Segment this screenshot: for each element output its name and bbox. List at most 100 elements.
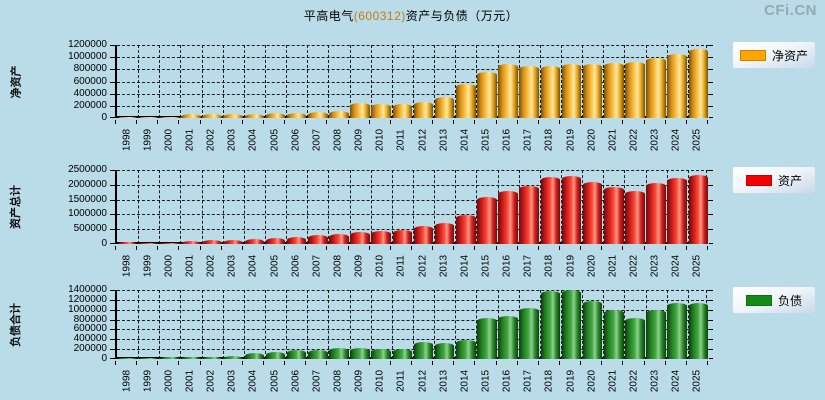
- gridline-vertical: [603, 170, 605, 244]
- y-tick-mark-right: [709, 243, 713, 244]
- x-tick-label: 2015: [480, 128, 492, 152]
- x-tick-label: 2013: [438, 128, 450, 152]
- x-tick-mark: [242, 361, 243, 365]
- x-tick-mark: [200, 361, 201, 365]
- x-tick-label: 2018: [543, 254, 555, 278]
- x-tick-mark: [411, 120, 412, 124]
- bar-2003: [223, 114, 244, 118]
- y-tick-label: 0: [101, 112, 107, 123]
- x-tick-label: 2006: [290, 369, 302, 393]
- x-tick-mark: [263, 361, 264, 365]
- gridline-vertical: [666, 290, 668, 359]
- gridline-vertical: [328, 290, 330, 359]
- bar-2004: [244, 353, 265, 359]
- net-assets-x-axis: 1998 1999 2000 2001 2002 2003 2004 2005 2006 2007…: [115, 120, 711, 158]
- total-liabilities-chart: 0 200000 400000 600000 800000 1000000 1200000 1…: [68, 285, 713, 364]
- x-tick-label: 2012: [417, 254, 429, 278]
- gridline-vertical: [624, 170, 626, 244]
- x-tick-label: 2007: [311, 254, 323, 278]
- x-tick-label: 2013: [438, 254, 450, 278]
- x-tick-label: 2018: [543, 128, 555, 152]
- x-tick-mark: [284, 246, 285, 250]
- gridline-vertical: [582, 290, 584, 359]
- bar-2012: [413, 342, 434, 359]
- x-tick-label: 2002: [205, 128, 217, 152]
- bar-2018: [540, 177, 561, 244]
- bar-2016: [498, 191, 518, 244]
- y-tick-mark-right: [709, 339, 713, 341]
- x-tick-mark: [326, 120, 327, 124]
- legend-swatch-total-liabilities: [745, 294, 772, 306]
- x-tick-mark: [115, 120, 116, 124]
- bar-2001: [181, 357, 201, 359]
- bar-2003: [223, 356, 244, 359]
- x-tick-mark: [263, 120, 264, 124]
- bar-2016: [498, 64, 518, 118]
- gridline-vertical: [518, 170, 520, 244]
- gridline-horizontal: [117, 93, 709, 95]
- x-tick-mark: [178, 361, 179, 365]
- x-tick-mark: [305, 246, 306, 250]
- bar-2000: [160, 357, 180, 359]
- y-tick-mark-right: [709, 117, 713, 118]
- gridline-vertical: [434, 290, 436, 359]
- bar-2000: [160, 117, 180, 118]
- x-tick-label: 2021: [607, 128, 619, 152]
- bar-2017: [519, 186, 540, 244]
- x-tick-label: 2008: [332, 128, 344, 152]
- gridline-vertical: [370, 290, 372, 359]
- bar-2021: [604, 63, 624, 118]
- x-tick-mark: [474, 246, 475, 250]
- legend-swatch-total-assets: [745, 174, 772, 186]
- gridline-vertical: [645, 170, 647, 244]
- x-tick-mark: [474, 361, 475, 365]
- legend-label-net-assets: 净资产: [771, 48, 808, 63]
- x-tick-mark: [221, 361, 222, 365]
- cfi-logo[interactable]: CFi.CN: [764, 2, 817, 19]
- bar-2007: [308, 350, 328, 359]
- y-tick-label: 200000: [73, 343, 107, 355]
- gridline-vertical: [180, 290, 182, 359]
- bar-2019: [561, 290, 582, 359]
- y-tick-label: 2000000: [68, 178, 107, 190]
- legend-label-total-assets: 资产: [777, 173, 802, 188]
- x-tick-label: 1999: [142, 128, 154, 152]
- total-assets-chart: 0 500000 1000000 1500000 2000000 2500000: [68, 165, 713, 249]
- x-tick-mark: [115, 361, 116, 365]
- x-tick-mark: [622, 120, 623, 124]
- chart-title: 平高电气(600312)资产与负债（万元）: [115, 7, 707, 24]
- y-tick-mark: [110, 329, 116, 331]
- bar-2008: [329, 348, 349, 359]
- x-tick-mark: [157, 120, 158, 124]
- y-tick-mark: [110, 45, 116, 46]
- x-tick-label: 2022: [628, 369, 640, 393]
- x-tick-label: 2005: [269, 369, 281, 393]
- x-tick-label: 2002: [205, 369, 217, 393]
- x-tick-mark: [517, 120, 518, 124]
- bar-2001: [181, 114, 201, 118]
- x-tick-label: 2001: [184, 128, 196, 152]
- gridline-horizontal: [117, 349, 709, 351]
- x-tick-label: 2009: [353, 128, 365, 152]
- x-tick-label: 2014: [459, 369, 471, 393]
- bar-2015: [477, 72, 497, 118]
- gridline-horizontal: [117, 105, 709, 107]
- x-tick-mark: [136, 120, 137, 124]
- x-tick-mark: [538, 246, 539, 250]
- bar-2003: [223, 240, 244, 244]
- y-tick-mark: [110, 243, 116, 244]
- y-tick-mark: [110, 290, 116, 291]
- x-tick-label: 2014: [459, 128, 471, 152]
- gridline-horizontal: [117, 45, 709, 46]
- x-tick-label: 2000: [163, 128, 175, 152]
- y-tick-mark-right: [709, 229, 713, 231]
- x-tick-mark: [580, 361, 581, 365]
- x-tick-label: 2016: [501, 254, 513, 278]
- gridline-vertical: [159, 170, 161, 244]
- gridline-vertical: [497, 170, 499, 244]
- bar-2004: [244, 239, 265, 244]
- y-tick-mark-right: [709, 93, 713, 95]
- bar-1998: [117, 117, 138, 118]
- gridline-vertical: [497, 290, 499, 359]
- gridline-vertical: [201, 290, 203, 359]
